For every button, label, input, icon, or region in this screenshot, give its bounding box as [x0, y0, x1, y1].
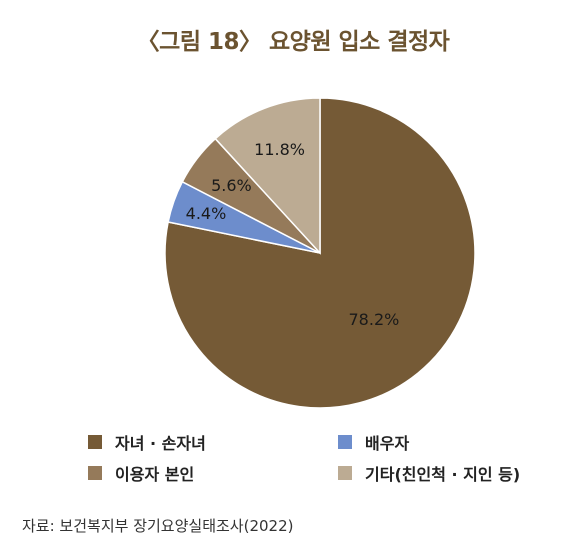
pie-slice-children: [164, 97, 476, 409]
legend-item-other: 기타(친인척 · 지인 등): [338, 461, 520, 485]
legend-label: 자녀 · 손자녀: [115, 434, 206, 453]
pie-slice-other: [214, 97, 321, 255]
pie-value-label: 5.6%: [211, 176, 252, 195]
pie-value-label: 78.2%: [349, 310, 400, 329]
legend-label: 기타(친인척 · 지인 등): [365, 465, 521, 484]
legend-swatch: [88, 466, 102, 480]
pie-value-label: 4.4%: [186, 204, 227, 223]
legend-item-self: 이용자 본인: [88, 461, 194, 485]
legend-item-children: 자녀 · 손자녀: [88, 430, 206, 454]
legend-swatch: [88, 435, 102, 449]
source-note: 자료: 보건복지부 장기요양실태조사(2022): [22, 517, 294, 535]
legend-label: 배우자: [365, 434, 410, 453]
legend-swatch: [338, 466, 352, 480]
pie-value-label: 11.8%: [254, 140, 305, 159]
chart-title: 〈그림 18〉 요양원 입소 결정자: [136, 29, 450, 55]
legend-item-spouse: 배우자: [338, 430, 409, 454]
legend-swatch: [338, 435, 352, 449]
legend-label: 이용자 본인: [115, 465, 195, 484]
pie-chart: 78.2% 4.4% 5.6%11.8%: [164, 97, 476, 409]
